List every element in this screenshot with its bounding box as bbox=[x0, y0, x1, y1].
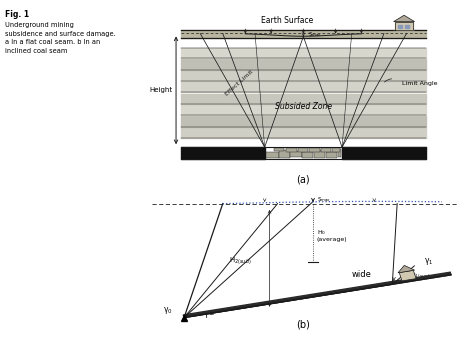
Polygon shape bbox=[398, 266, 415, 273]
FancyBboxPatch shape bbox=[286, 148, 297, 152]
FancyBboxPatch shape bbox=[326, 152, 337, 158]
Text: wide: wide bbox=[351, 270, 371, 278]
FancyBboxPatch shape bbox=[279, 150, 290, 158]
FancyBboxPatch shape bbox=[274, 148, 284, 151]
Polygon shape bbox=[183, 272, 451, 318]
FancyBboxPatch shape bbox=[314, 150, 325, 158]
FancyBboxPatch shape bbox=[302, 152, 313, 158]
Text: S$_{max}$: S$_{max}$ bbox=[308, 30, 322, 39]
FancyBboxPatch shape bbox=[298, 148, 308, 152]
Text: Height: Height bbox=[150, 87, 173, 93]
Text: H$_{2(sub)}$: H$_{2(sub)}$ bbox=[229, 255, 252, 266]
Text: Effect Limit: Effect Limit bbox=[224, 69, 254, 97]
FancyBboxPatch shape bbox=[321, 148, 331, 152]
Text: (b): (b) bbox=[296, 320, 310, 330]
Text: Fig. 1: Fig. 1 bbox=[5, 10, 29, 19]
Text: S$_{max}$: S$_{max}$ bbox=[317, 195, 331, 204]
Text: Underground mining
subsidence and surface damage.
a In a flat coal seam. b In an: Underground mining subsidence and surfac… bbox=[5, 22, 116, 54]
Text: (a): (a) bbox=[297, 174, 310, 185]
Polygon shape bbox=[399, 270, 416, 281]
Text: γ$_0$: γ$_0$ bbox=[163, 305, 173, 316]
Text: Subsided Zone: Subsided Zone bbox=[275, 102, 332, 110]
Text: Earth Surface: Earth Surface bbox=[261, 16, 313, 25]
FancyBboxPatch shape bbox=[291, 151, 302, 157]
Text: Limit Angle: Limit Angle bbox=[401, 81, 437, 86]
Text: Hardcoal: Hardcoal bbox=[207, 162, 238, 168]
FancyBboxPatch shape bbox=[337, 150, 341, 157]
FancyBboxPatch shape bbox=[309, 148, 320, 152]
Text: α: α bbox=[208, 308, 213, 317]
FancyBboxPatch shape bbox=[266, 152, 279, 158]
Text: γ$_1$: γ$_1$ bbox=[424, 256, 434, 267]
Polygon shape bbox=[393, 15, 415, 22]
Text: H$_0$
(average): H$_0$ (average) bbox=[317, 228, 347, 242]
FancyBboxPatch shape bbox=[332, 148, 340, 152]
Text: H$_{1(sup)}$: H$_{1(sup)}$ bbox=[410, 272, 430, 282]
